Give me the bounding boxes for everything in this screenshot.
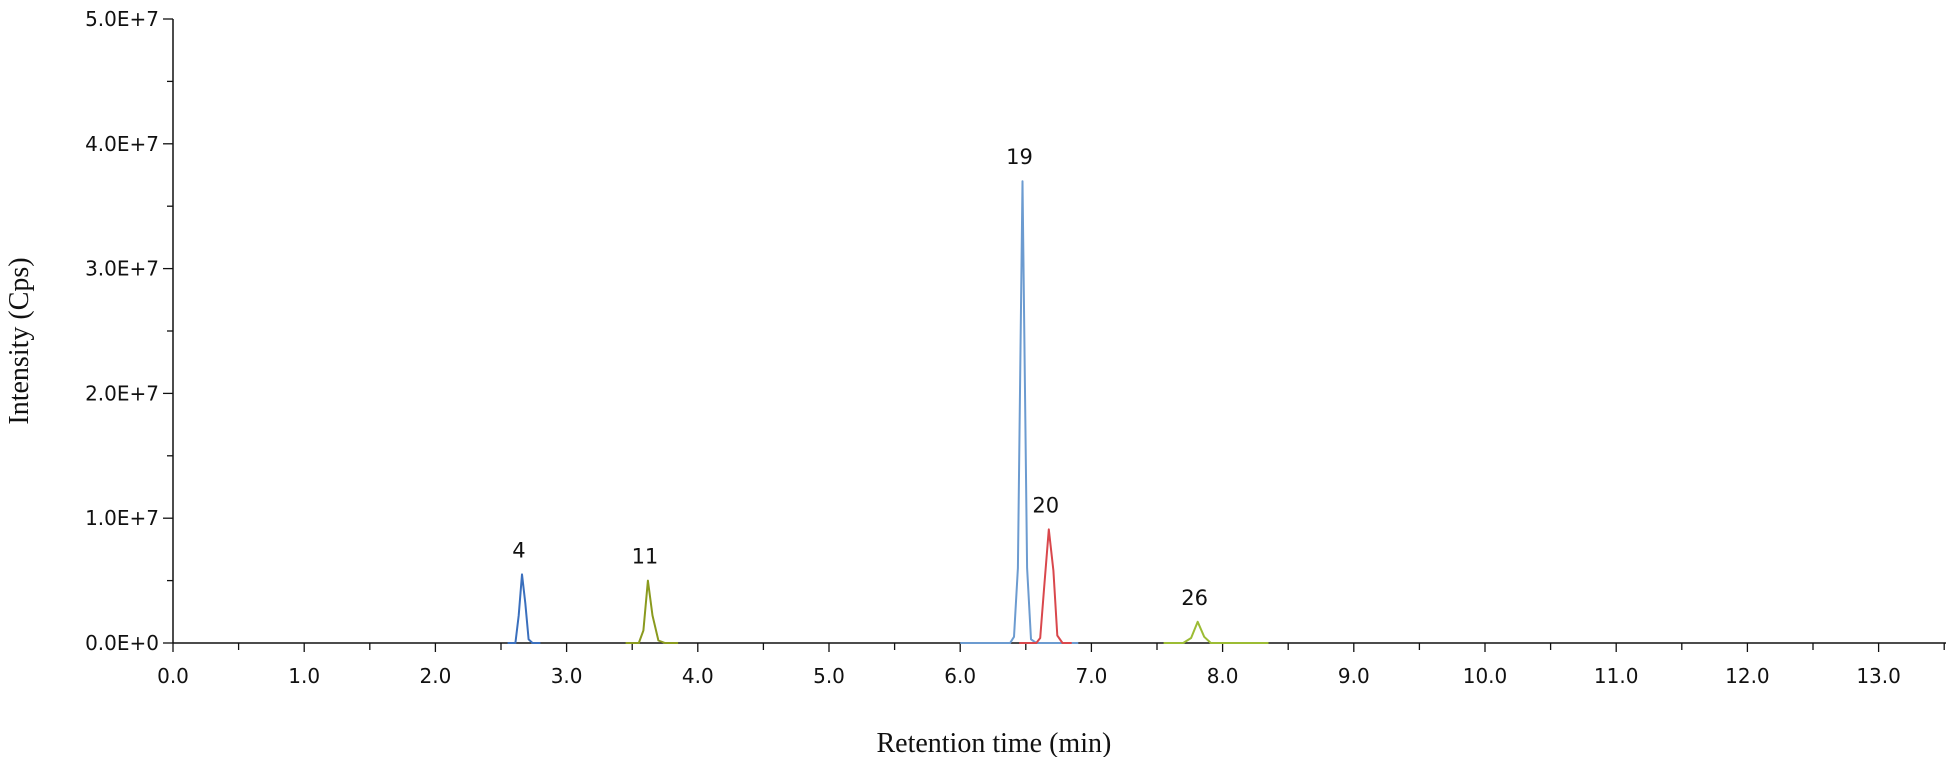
x-tick-label: 11.0 (1594, 664, 1639, 688)
x-tick-label: 9.0 (1338, 664, 1370, 688)
trace-peak-20 (1019, 528, 1072, 644)
x-tick-label: 6.0 (944, 664, 976, 688)
x-tick-label: 0.0 (157, 664, 189, 688)
peak-label: 26 (1181, 586, 1208, 610)
peak-label: 19 (1006, 145, 1033, 169)
y-tick-label: 4.0E+7 (85, 132, 159, 156)
y-tick-label: 3.0E+7 (85, 257, 159, 281)
trace-peak-4 (507, 573, 541, 644)
y-tick-label: 0.0E+0 (85, 631, 159, 655)
trace-peak-19 (960, 180, 1079, 644)
trace-peak-26 (1163, 620, 1269, 644)
x-tick-label: 1.0 (288, 664, 320, 688)
peak-label: 20 (1032, 493, 1059, 517)
x-axis-title: Retention time (min) (876, 728, 1111, 757)
peak-label: 11 (632, 545, 659, 569)
x-tick-label: 10.0 (1463, 664, 1508, 688)
y-tick-label: 5.0E+7 (85, 7, 159, 31)
x-tick-label: 5.0 (813, 664, 845, 688)
x-tick-label: 8.0 (1207, 664, 1239, 688)
trace-peak-11 (625, 579, 679, 644)
x-tick-label: 2.0 (419, 664, 451, 688)
y-tick-label: 2.0E+7 (85, 381, 159, 405)
y-axis: 0.0E+0 1.0E+7 2.0E+7 3.0E+7 4.0E+7 5.0E+7 (85, 7, 174, 655)
x-tick-label: 4.0 (682, 664, 714, 688)
x-tick-label: 3.0 (551, 664, 583, 688)
peak-labels: 4 11 19 20 26 (512, 145, 1208, 610)
x-tick-label: 7.0 (1075, 664, 1107, 688)
peak-label: 4 (512, 538, 525, 562)
x-tick-label: 13.0 (1856, 664, 1901, 688)
y-axis-title: Intensity (Cps) (4, 257, 35, 424)
x-tick-label: 12.0 (1725, 664, 1770, 688)
y-tick-label: 1.0E+7 (85, 506, 159, 530)
x-axis: 0.0 1.0 2.0 3.0 4.0 5.0 6.0 7.0 8.0 9.0 10.0 11.0 12… (157, 642, 1946, 688)
chromatogram-traces (507, 180, 1269, 644)
